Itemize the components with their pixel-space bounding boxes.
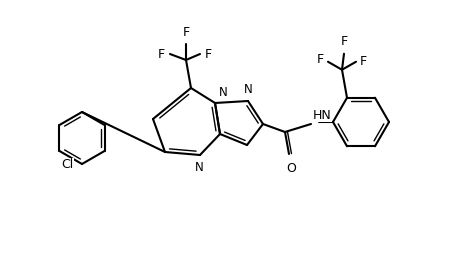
Text: HN: HN: [313, 109, 332, 122]
Text: F: F: [158, 48, 165, 60]
Text: Cl: Cl: [62, 157, 74, 170]
Text: N: N: [244, 83, 252, 96]
Text: F: F: [360, 55, 367, 68]
Text: F: F: [340, 35, 348, 48]
Text: N: N: [219, 86, 228, 99]
Text: F: F: [317, 53, 324, 66]
Text: N: N: [195, 161, 204, 174]
Text: F: F: [183, 26, 190, 39]
Text: F: F: [205, 48, 212, 60]
Text: O: O: [286, 162, 296, 175]
